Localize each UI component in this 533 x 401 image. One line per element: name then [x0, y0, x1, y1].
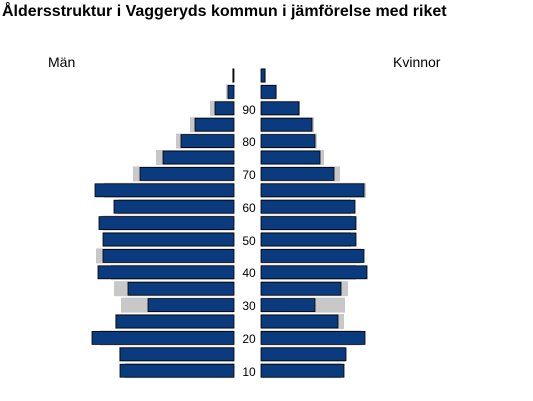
- age-tick-label: 90: [242, 103, 256, 117]
- bar-women: [260, 216, 357, 231]
- bar-women: [260, 134, 316, 149]
- bar-women: [260, 117, 313, 132]
- bar-women: [260, 248, 365, 263]
- bar-women: [260, 298, 316, 313]
- bar-women: [260, 199, 356, 214]
- bar-women: [260, 281, 342, 296]
- bar-women: [260, 265, 368, 280]
- bar-men: [98, 216, 235, 231]
- bar-women: [260, 330, 366, 345]
- bar-women: [260, 232, 357, 247]
- bar-men: [180, 134, 235, 149]
- bar-women: [260, 85, 277, 99]
- bar-men: [227, 85, 235, 99]
- bar-men: [147, 298, 235, 313]
- bar-men: [119, 347, 235, 362]
- bar-men: [115, 314, 235, 329]
- bar-men: [113, 199, 235, 214]
- bar-women: [260, 101, 300, 116]
- men-label: Män: [48, 54, 75, 70]
- age-tick-label: 80: [242, 135, 256, 149]
- bar-women: [260, 68, 266, 83]
- age-tick-label: 70: [242, 168, 256, 182]
- bar-men: [119, 363, 235, 378]
- bar-men: [102, 232, 235, 247]
- bar-men: [214, 101, 235, 116]
- bar-women: [260, 183, 365, 198]
- bar-men: [162, 150, 235, 165]
- bar-men: [94, 183, 235, 198]
- bar-women: [260, 150, 321, 165]
- age-tick-label: 60: [242, 201, 256, 215]
- main-bars: [91, 68, 368, 378]
- age-axis-labels: 10 20 30 40 50 60 70 80 90: [242, 103, 256, 379]
- bar-women: [260, 363, 345, 378]
- bar-men: [127, 281, 235, 296]
- bar-women: [260, 314, 339, 329]
- bar-men: [139, 166, 235, 181]
- age-tick-label: 40: [242, 266, 256, 280]
- age-tick-label: 20: [242, 332, 256, 346]
- age-tick-label: 10: [242, 365, 256, 379]
- bar-men: [91, 330, 235, 345]
- bar-men: [194, 117, 235, 132]
- women-label: Kvinnor: [393, 54, 441, 70]
- bar-women: [260, 166, 335, 181]
- chart-title: Åldersstruktur i Vaggeryds kommun i jämf…: [2, 3, 447, 20]
- age-tick-label: 30: [242, 299, 256, 313]
- bar-men: [102, 248, 235, 263]
- bar-women: [260, 347, 347, 362]
- bar-men: [97, 265, 235, 280]
- age-tick-label: 50: [242, 234, 256, 248]
- bar-men: [232, 68, 235, 83]
